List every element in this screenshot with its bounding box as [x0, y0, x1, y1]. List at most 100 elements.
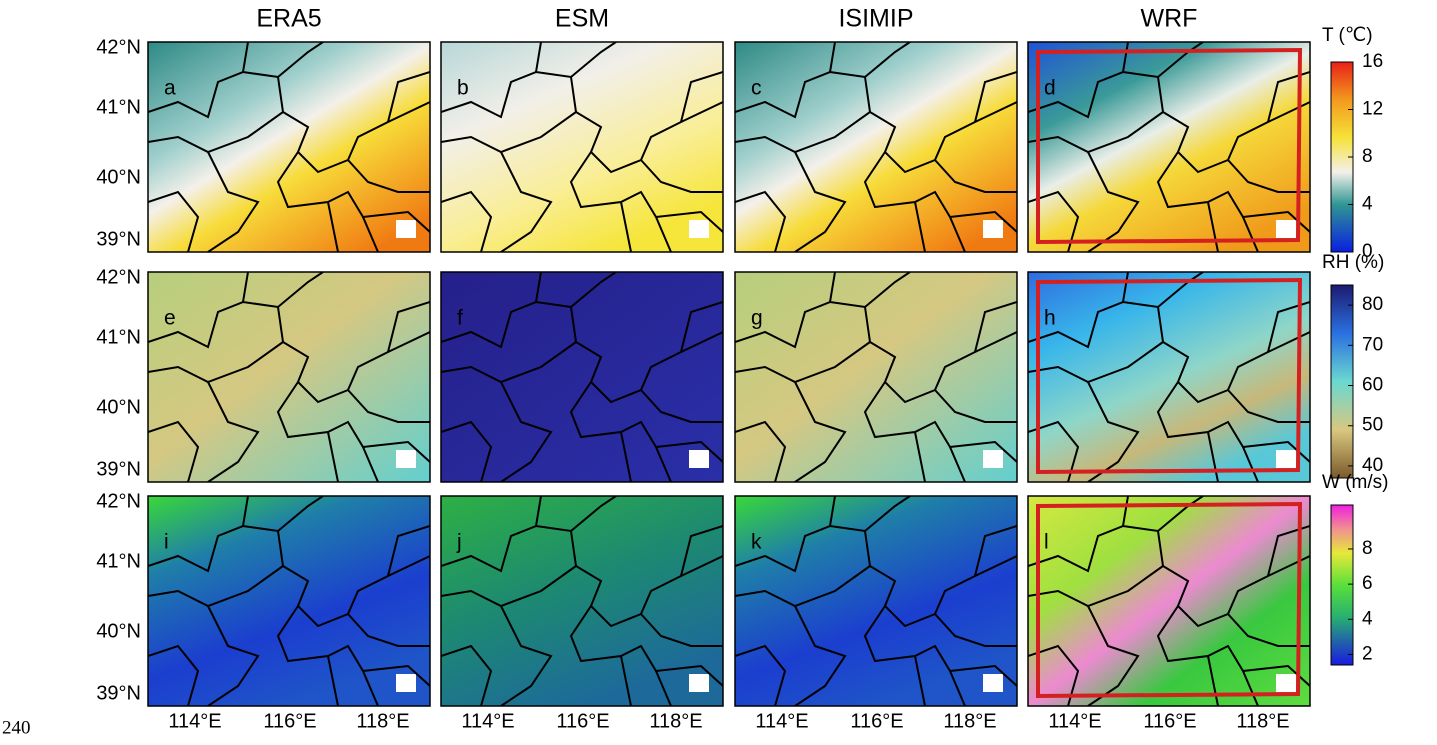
map-panel — [735, 496, 1017, 706]
sea — [396, 450, 416, 468]
map-field — [735, 272, 1017, 482]
map-panel — [441, 272, 723, 482]
map-field — [148, 496, 430, 706]
panel-frame — [734, 271, 1018, 483]
colorbar-tick-label: 40 — [1362, 455, 1383, 476]
lat-label: 42°N — [96, 36, 141, 58]
panel-letter: g — [751, 307, 763, 330]
map-panel — [441, 496, 723, 706]
lon-label: 116°E — [1143, 710, 1196, 732]
lon-label: 118°E — [1236, 710, 1289, 732]
column-title: ESM — [555, 5, 609, 33]
map-panel — [148, 42, 430, 252]
panel-frame — [734, 495, 1018, 707]
lat-label: 41°N — [96, 326, 141, 348]
panel-letter: b — [457, 77, 469, 100]
map-panel — [1028, 496, 1310, 706]
panel-frame — [1027, 495, 1311, 707]
map-field — [1028, 272, 1310, 482]
sea — [983, 450, 1003, 468]
map-panel — [441, 42, 723, 252]
lat-label: 39°N — [96, 458, 141, 480]
sea — [689, 450, 709, 468]
lon-label: 116°E — [263, 710, 316, 732]
lon-label: 116°E — [556, 710, 609, 732]
panel-letter: e — [164, 307, 176, 330]
map-field — [148, 272, 430, 482]
map-panel — [1028, 272, 1310, 482]
sea — [1276, 450, 1296, 468]
map-panel — [1028, 42, 1310, 252]
map-panel — [735, 42, 1017, 252]
panel-frame — [147, 41, 431, 253]
colorbar-tick-label: 12 — [1362, 99, 1383, 120]
colorbar-title: W (m/s) — [1322, 472, 1388, 493]
sea — [1276, 674, 1296, 692]
panel-letter: h — [1044, 307, 1056, 330]
lon-label: 114°E — [1048, 710, 1101, 732]
panel-frame — [147, 271, 431, 483]
domain-outline — [1036, 277, 1303, 475]
map-field — [441, 272, 723, 482]
panel-frame — [440, 271, 724, 483]
colorbar — [1330, 504, 1354, 666]
colorbar-tick-label: 4 — [1362, 608, 1373, 629]
colorbar-tick-label: 8 — [1362, 146, 1373, 167]
map-field — [148, 42, 430, 252]
lon-label: 118°E — [356, 710, 409, 732]
sea — [983, 674, 1003, 692]
column-title: WRF — [1141, 5, 1198, 33]
colorbar-tick-label: 4 — [1362, 194, 1373, 215]
map-field — [1028, 42, 1310, 252]
lon-label: 116°E — [850, 710, 903, 732]
panel-letter: j — [456, 531, 462, 554]
lat-label: 39°N — [96, 228, 141, 250]
panel-letter: l — [1044, 531, 1049, 554]
panel-letter: k — [751, 531, 762, 554]
sea — [689, 674, 709, 692]
map-panel — [148, 496, 430, 706]
map-field — [441, 496, 723, 706]
map-field — [1028, 496, 1310, 706]
panel-frame — [440, 495, 724, 707]
lat-label: 42°N — [96, 266, 141, 288]
colorbar-tick-label: 6 — [1362, 573, 1373, 594]
lat-label: 40°N — [96, 396, 141, 418]
colorbar-tick-label: 2 — [1362, 643, 1373, 664]
panel-letter: d — [1044, 77, 1056, 100]
lon-label: 114°E — [461, 710, 514, 732]
lat-label: 39°N — [96, 682, 141, 704]
lat-label: 42°N — [96, 490, 141, 512]
lon-label: 114°E — [755, 710, 808, 732]
panel-letter: i — [164, 531, 169, 554]
map-panel — [148, 272, 430, 482]
panel-frame — [147, 495, 431, 707]
sea — [1276, 220, 1296, 238]
colorbar-tick-label: 8 — [1362, 538, 1373, 559]
map-field — [735, 496, 1017, 706]
lat-label: 41°N — [96, 96, 141, 118]
colorbar-tick-label: 80 — [1362, 294, 1383, 315]
lon-label: 118°E — [649, 710, 702, 732]
panel-letter: f — [457, 307, 463, 330]
sea — [396, 220, 416, 238]
colorbar — [1330, 284, 1354, 479]
page-number: 240 — [2, 717, 31, 738]
colorbar-tick-label: 50 — [1362, 415, 1383, 436]
column-title: ISIMIP — [838, 5, 913, 33]
domain-outline — [1036, 47, 1303, 245]
panel-frame — [1027, 271, 1311, 483]
panel-frame — [440, 41, 724, 253]
map-panel — [735, 272, 1017, 482]
colorbar-title: T (℃) — [1322, 25, 1373, 46]
panel-letter: c — [751, 77, 762, 100]
panel-letter: a — [164, 77, 176, 100]
colorbar-tick-label: 70 — [1362, 334, 1383, 355]
sea — [983, 220, 1003, 238]
domain-outline — [1036, 501, 1303, 699]
colorbar-tick-label: 16 — [1362, 51, 1383, 72]
lat-label: 41°N — [96, 550, 141, 572]
sea — [396, 674, 416, 692]
lon-label: 114°E — [168, 710, 221, 732]
